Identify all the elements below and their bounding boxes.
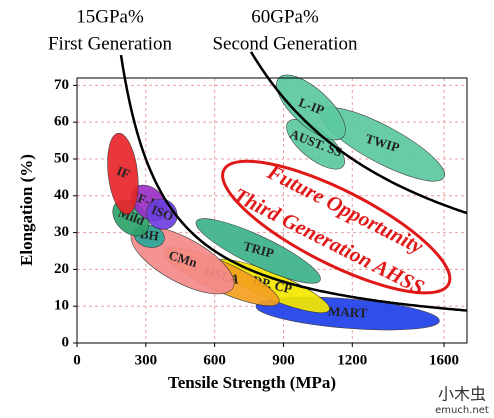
x-axis-label: Tensile Strength (MPa) (168, 373, 336, 392)
x-tick-label: 0 (73, 352, 81, 368)
plot-frame (76, 77, 468, 344)
x-tick-label: 1200 (337, 352, 367, 368)
annotation-ellipse (221, 159, 452, 295)
curve-label: 15GPa% (76, 6, 144, 27)
curve (119, 54, 468, 312)
curve (249, 51, 468, 215)
y-tick-label: 50 (54, 150, 69, 166)
region (107, 132, 139, 215)
x-tick-label: 1600 (429, 352, 459, 368)
region-label: MART (328, 304, 368, 321)
curve-label: First Generation (48, 33, 173, 54)
y-tick-label: 40 (54, 187, 69, 203)
curve-label: 60GPa% (251, 6, 319, 27)
curve-label: Second Generation (212, 33, 358, 54)
watermark: emuch.net (435, 405, 489, 416)
y-tick-label: 10 (54, 298, 69, 314)
y-tick-label: 20 (54, 261, 69, 277)
watermark: 小木虫 (438, 385, 486, 404)
y-axis-label: Elongation (%) (17, 154, 36, 266)
x-tick-label: 600 (203, 352, 226, 368)
region (195, 218, 321, 284)
x-tick-label: 900 (272, 352, 295, 368)
y-tick-label: 30 (54, 224, 69, 240)
y-tick-label: 60 (54, 114, 69, 130)
x-tick-label: 300 (135, 352, 158, 368)
y-tick-label: 70 (54, 77, 69, 93)
region-label: IF (115, 163, 133, 182)
y-tick-label: 0 (62, 334, 70, 350)
